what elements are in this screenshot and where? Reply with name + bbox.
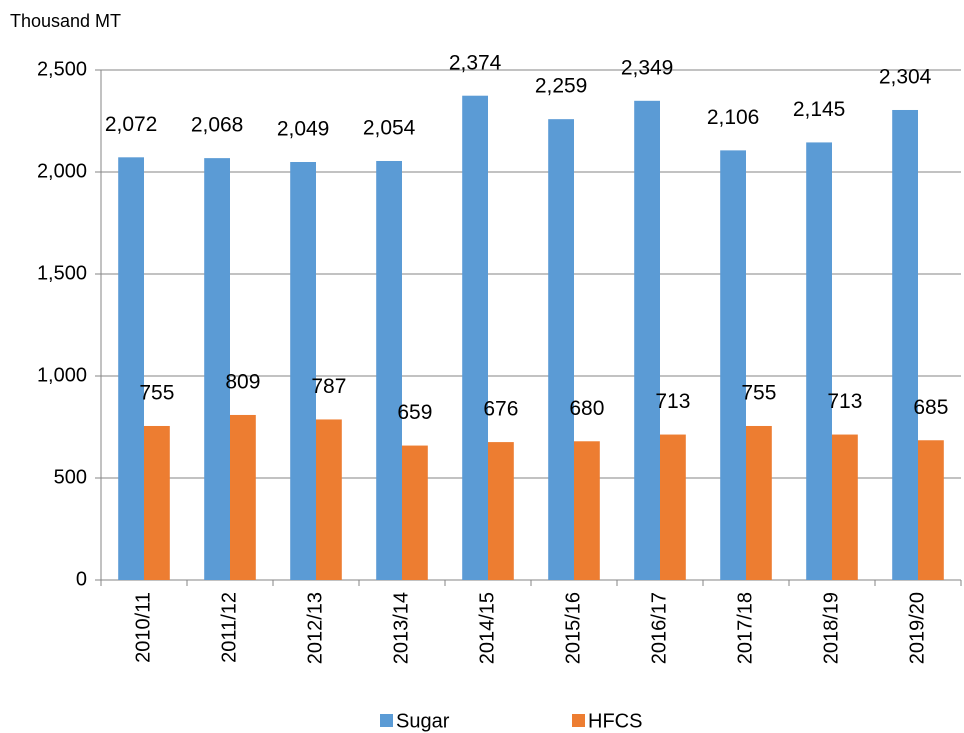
value-label: 2,349 — [621, 56, 674, 79]
y-tick-label: 1,000 — [37, 364, 87, 386]
value-label: 2,304 — [879, 66, 932, 89]
bar — [462, 95, 488, 580]
bar — [634, 100, 660, 580]
x-tick-label: 2013/14 — [390, 592, 412, 664]
value-label: 787 — [311, 375, 346, 398]
value-label: 680 — [569, 397, 604, 420]
bar — [316, 419, 342, 580]
legend-swatch — [572, 714, 585, 727]
value-label: 755 — [139, 382, 174, 405]
value-label: 676 — [483, 398, 518, 421]
x-tick-label: 2014/15 — [476, 592, 498, 664]
bar — [144, 425, 170, 580]
bar — [832, 434, 858, 580]
legend-label: HFCS — [588, 710, 642, 732]
bar — [290, 162, 316, 580]
bar — [746, 425, 772, 580]
bar — [660, 434, 686, 580]
x-tick-label: 2015/16 — [562, 592, 584, 664]
value-label: 2,054 — [363, 117, 416, 140]
value-label: 713 — [827, 390, 862, 413]
bar — [230, 414, 256, 580]
value-label: 713 — [655, 390, 690, 413]
y-tick-label: 1,500 — [37, 262, 87, 284]
x-tick-label: 2012/13 — [304, 592, 326, 664]
legend-swatch — [380, 714, 393, 727]
bar — [488, 442, 514, 580]
bar — [548, 119, 574, 580]
value-label: 2,049 — [277, 118, 330, 141]
bar — [376, 160, 402, 580]
x-tick-label: 2016/17 — [648, 592, 670, 664]
y-axis-label: Thousand MT — [10, 11, 121, 31]
value-label: 2,374 — [449, 51, 502, 74]
value-label: 659 — [397, 401, 432, 424]
bar — [118, 157, 144, 580]
x-tick-label: 2019/20 — [906, 592, 928, 664]
y-tick-label: 2,000 — [37, 160, 87, 182]
legend-label: Sugar — [396, 710, 450, 732]
x-tick-label: 2011/12 — [218, 592, 240, 663]
value-label: 2,106 — [707, 106, 760, 129]
x-tick-label: 2017/18 — [734, 592, 756, 664]
bar — [918, 440, 944, 580]
y-tick-label: 2,500 — [37, 58, 87, 80]
value-label: 755 — [741, 382, 776, 405]
bar — [402, 445, 428, 580]
bar — [892, 109, 918, 580]
bar — [574, 441, 600, 580]
y-tick-label: 500 — [54, 466, 87, 488]
value-label: 2,259 — [535, 75, 588, 98]
bar — [720, 150, 746, 580]
value-label: 2,072 — [105, 113, 158, 136]
value-label: 2,145 — [793, 98, 846, 121]
x-tick-label: 2010/11 — [132, 592, 154, 663]
bar — [204, 158, 230, 581]
value-label: 809 — [225, 371, 260, 394]
value-label: 2,068 — [191, 114, 244, 137]
bar — [806, 142, 832, 581]
x-tick-label: 2018/19 — [820, 592, 842, 664]
y-tick-label: 0 — [76, 568, 87, 590]
value-label: 685 — [913, 396, 948, 419]
